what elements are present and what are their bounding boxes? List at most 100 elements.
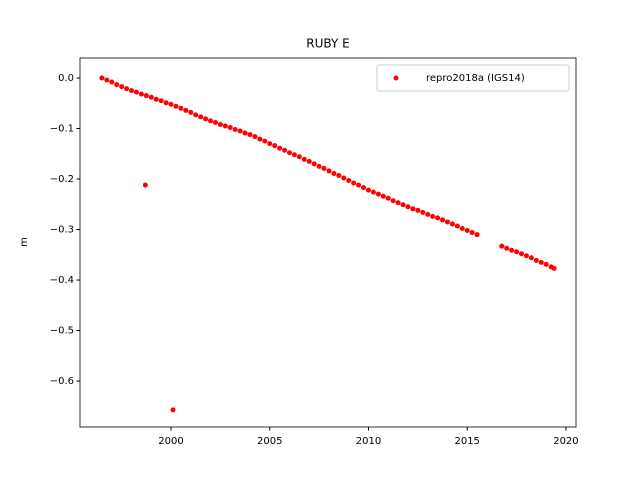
point bbox=[242, 130, 248, 136]
point bbox=[143, 93, 149, 99]
point bbox=[361, 185, 367, 191]
point bbox=[533, 257, 539, 263]
point bbox=[114, 82, 120, 88]
point bbox=[459, 226, 465, 232]
point bbox=[306, 158, 312, 164]
point bbox=[99, 75, 105, 81]
point bbox=[277, 145, 283, 151]
point bbox=[331, 170, 337, 176]
point bbox=[365, 187, 371, 193]
point bbox=[400, 202, 406, 208]
point bbox=[420, 209, 426, 215]
y-tick-label: −0.2 bbox=[50, 174, 74, 185]
plot-frame bbox=[79, 57, 577, 428]
point bbox=[158, 98, 164, 104]
point bbox=[430, 213, 436, 219]
point bbox=[301, 156, 307, 162]
point bbox=[356, 182, 362, 188]
point bbox=[193, 112, 199, 118]
point bbox=[262, 138, 268, 144]
legend-label: repro2018a (IGS14) bbox=[426, 73, 525, 84]
legend-marker bbox=[393, 75, 399, 81]
point bbox=[188, 109, 194, 115]
point bbox=[543, 261, 549, 267]
point bbox=[499, 243, 505, 249]
point bbox=[170, 407, 176, 413]
point bbox=[336, 172, 342, 178]
y-axis-label: m bbox=[19, 237, 30, 247]
point bbox=[133, 89, 139, 95]
point bbox=[163, 100, 169, 106]
point bbox=[454, 223, 460, 229]
y-tick-label: −0.3 bbox=[50, 225, 74, 236]
point bbox=[509, 247, 515, 253]
point bbox=[296, 154, 302, 160]
point bbox=[341, 175, 347, 181]
point bbox=[519, 251, 525, 257]
point bbox=[435, 215, 441, 221]
point bbox=[267, 141, 273, 147]
point bbox=[390, 198, 396, 204]
point bbox=[183, 107, 189, 113]
x-tick-label: 2015 bbox=[454, 436, 479, 447]
chart-title: RUBY E bbox=[306, 37, 349, 51]
point bbox=[551, 265, 557, 271]
point bbox=[237, 128, 243, 134]
point bbox=[440, 217, 446, 223]
y-tick-label: −0.5 bbox=[50, 326, 74, 337]
point bbox=[523, 253, 529, 259]
point bbox=[326, 168, 332, 174]
point bbox=[208, 118, 214, 124]
point bbox=[203, 116, 209, 122]
point bbox=[346, 178, 352, 184]
point bbox=[449, 221, 455, 227]
point bbox=[272, 143, 278, 149]
point bbox=[528, 255, 534, 261]
x-tick-label: 2005 bbox=[257, 436, 282, 447]
point bbox=[351, 180, 357, 186]
point bbox=[222, 123, 228, 129]
y-tick-label: −0.6 bbox=[50, 376, 74, 387]
point bbox=[514, 249, 520, 255]
point bbox=[257, 136, 263, 142]
point bbox=[153, 96, 159, 102]
point bbox=[227, 124, 233, 130]
y-tick-label: −0.1 bbox=[50, 124, 74, 135]
point bbox=[148, 94, 154, 100]
point bbox=[425, 211, 431, 217]
legend-box bbox=[376, 64, 570, 92]
point bbox=[415, 207, 421, 213]
point bbox=[129, 88, 135, 94]
point bbox=[232, 127, 238, 133]
point bbox=[444, 219, 450, 225]
point bbox=[142, 182, 148, 188]
point bbox=[395, 200, 401, 206]
x-tick-label: 2020 bbox=[553, 436, 578, 447]
point bbox=[282, 147, 288, 153]
point bbox=[178, 105, 184, 111]
point bbox=[321, 165, 327, 171]
point bbox=[375, 191, 381, 197]
point bbox=[410, 206, 416, 212]
point bbox=[316, 163, 322, 169]
x-tick-label: 2000 bbox=[158, 436, 183, 447]
point bbox=[474, 232, 480, 238]
x-tick-label: 2010 bbox=[356, 436, 381, 447]
point bbox=[311, 161, 317, 167]
point bbox=[138, 91, 144, 97]
point bbox=[168, 101, 174, 107]
point bbox=[370, 189, 376, 195]
y-tick-label: 0.0 bbox=[58, 73, 74, 84]
y-tick-label: −0.4 bbox=[50, 275, 74, 286]
point bbox=[464, 228, 470, 234]
point bbox=[291, 152, 297, 158]
point bbox=[247, 132, 253, 138]
point bbox=[104, 77, 110, 83]
point bbox=[119, 84, 125, 90]
point bbox=[380, 193, 386, 199]
point bbox=[504, 245, 510, 251]
point bbox=[124, 86, 130, 92]
point bbox=[252, 134, 258, 140]
point bbox=[173, 103, 179, 109]
